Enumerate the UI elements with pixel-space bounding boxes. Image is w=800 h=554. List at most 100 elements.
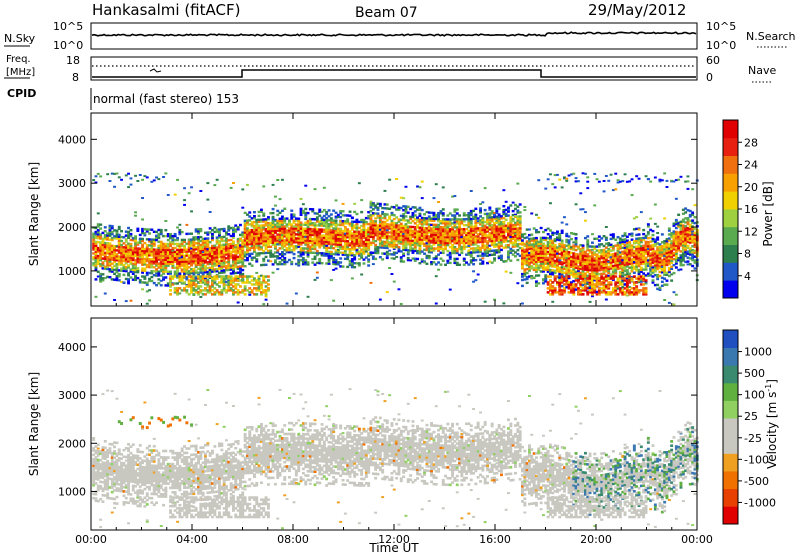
power-cell (535, 252, 538, 256)
power-cell (514, 251, 517, 254)
power-cell (488, 208, 492, 211)
power-cell (357, 258, 361, 261)
power-cell (563, 267, 566, 271)
power-cell (262, 277, 266, 280)
power-cell (257, 228, 261, 231)
power-cell (497, 250, 501, 254)
power-cell (404, 207, 408, 210)
power-cell (346, 214, 350, 217)
power-cell (232, 248, 235, 251)
power-cell (418, 228, 422, 231)
power-cell (591, 277, 594, 280)
power-cell (262, 249, 266, 253)
power-cell (236, 267, 240, 270)
power-cell (271, 243, 275, 246)
power-cell (453, 240, 457, 243)
power-cell (346, 255, 350, 259)
power-cell (353, 254, 357, 257)
power-cell (101, 247, 105, 250)
power-cell (306, 255, 310, 258)
power-cell (341, 202, 345, 205)
power-cell (362, 230, 366, 234)
power-cell (385, 233, 389, 236)
nave-tick-top: 60 (706, 54, 720, 67)
power-cell (318, 244, 322, 247)
power-cell (581, 250, 585, 253)
power-cell (187, 246, 191, 249)
power-cell (546, 256, 550, 260)
power-cell (355, 234, 359, 237)
power-cell (290, 227, 294, 230)
power-cell (467, 217, 471, 221)
power-cell (169, 262, 172, 265)
power-cell (521, 253, 524, 256)
power-cell (563, 265, 566, 269)
power-cell (127, 186, 130, 189)
power-cell (164, 260, 168, 263)
power-cell (556, 236, 559, 239)
power-cell (595, 237, 599, 240)
power-cell (357, 264, 361, 267)
power-cell (418, 214, 422, 217)
power-cell (285, 225, 289, 228)
power-cell (211, 250, 214, 254)
power-cell (367, 258, 371, 261)
power-cell (551, 255, 555, 258)
power-cell (343, 220, 347, 223)
power-cell (339, 257, 343, 260)
power-cell (101, 277, 105, 280)
power-cell (595, 178, 599, 181)
power-cell (145, 263, 149, 267)
power-cell (551, 273, 555, 276)
power-cell (586, 262, 590, 266)
power-cell (539, 244, 543, 247)
power-cell (474, 235, 478, 238)
power-cell (306, 225, 310, 229)
power-cell (246, 183, 249, 186)
power-cell (469, 223, 473, 227)
power-cell (248, 252, 252, 256)
power-cell (469, 190, 473, 192)
power-cell (600, 281, 604, 284)
power-cell (304, 213, 308, 217)
power-cell (441, 243, 445, 247)
power-cell (206, 245, 210, 248)
power-cell (232, 279, 235, 282)
power-cell (301, 229, 305, 232)
power-cell (262, 185, 266, 188)
power-cell (607, 261, 611, 265)
power-cell (439, 243, 443, 247)
power-cell (236, 228, 240, 231)
power-cell (304, 263, 308, 266)
power-cell (367, 244, 371, 247)
power-cell (497, 256, 501, 260)
power-cell (572, 254, 576, 257)
power-cell (241, 281, 245, 284)
power-cell (180, 260, 184, 263)
power-cell (577, 255, 580, 258)
power-cell (462, 243, 466, 247)
power-cell (530, 249, 534, 252)
power-cell (474, 229, 478, 232)
power-cell (315, 251, 319, 255)
power-cell (225, 237, 228, 240)
power-cell (567, 259, 571, 262)
power-cell (537, 242, 541, 246)
power-cell (495, 209, 499, 213)
power-cell (593, 285, 597, 288)
power-cell (367, 230, 371, 234)
power-cell (392, 235, 396, 239)
power-cell (120, 245, 123, 249)
power-cell (467, 239, 471, 242)
power-cell (255, 230, 259, 233)
power-cell (367, 254, 371, 257)
power-cell (374, 249, 378, 253)
power-cell (528, 257, 531, 260)
power-cell (509, 259, 513, 262)
power-cell (236, 291, 240, 294)
power-cell (567, 291, 571, 294)
power-cell (483, 230, 487, 233)
power-cell (551, 253, 555, 256)
power-cell (427, 254, 431, 258)
power-cell (334, 251, 338, 254)
